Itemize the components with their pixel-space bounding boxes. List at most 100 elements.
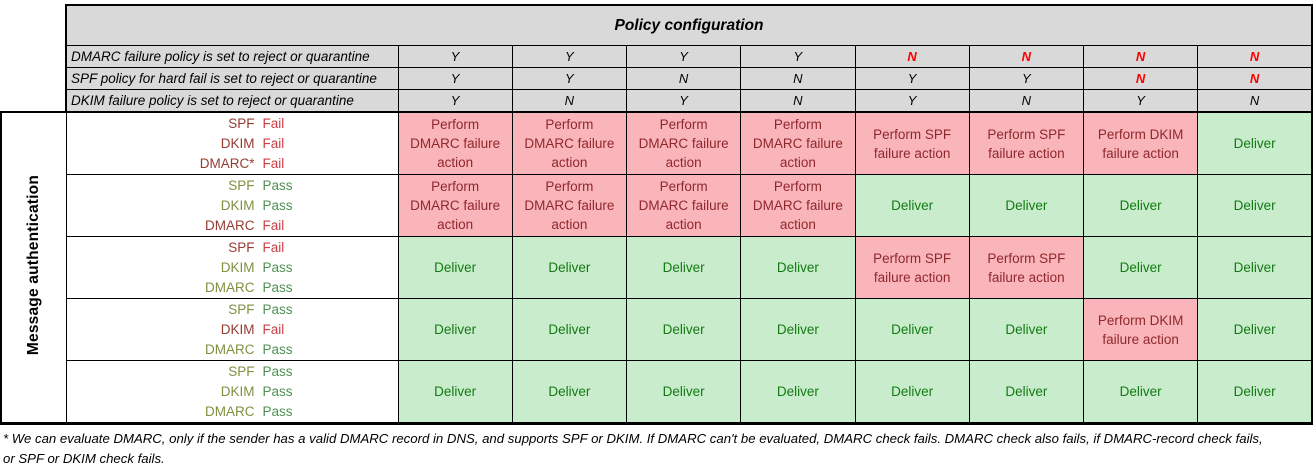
row-checks-label: SPF Pass DKIM Pass DMARC Fail <box>65 174 399 237</box>
footnote: * We can evaluate DMARC, only if the sen… <box>0 425 1316 469</box>
check-name: DMARC <box>205 403 255 419</box>
outcome-cell: Deliver <box>511 298 628 361</box>
outcome-cell: Deliver <box>968 360 1085 425</box>
policy-value-cell: Y <box>625 45 742 68</box>
axis-label: Message authentication <box>24 174 42 356</box>
outcome-cell: Deliver <box>1197 174 1314 237</box>
policy-value-cell: Y <box>854 67 970 90</box>
corner-spacer <box>1 5 66 112</box>
policy-value-cell: N <box>1082 45 1199 68</box>
check-result: Fail <box>262 155 285 171</box>
check-result: Pass <box>262 403 293 419</box>
outcome-cell: Deliver <box>1082 236 1199 299</box>
policy-value-cell: Y <box>968 67 1085 90</box>
outcome-cell: Perform SPF failure action <box>854 111 970 175</box>
outcome-cell: Deliver <box>968 298 1085 361</box>
outcome-cell: Deliver <box>1082 174 1199 237</box>
check-name: DKIM <box>220 321 255 337</box>
policy-value-cell: Y <box>625 89 742 113</box>
outcome-cell: Deliver <box>854 298 970 361</box>
check-name: DKIM <box>220 135 255 151</box>
outcome-cell: Deliver <box>1197 111 1314 175</box>
outcome-cell: Deliver <box>397 360 513 425</box>
outcome-cell: Deliver <box>625 236 742 299</box>
check-result: Pass <box>262 177 293 193</box>
outcome-cell: Deliver <box>397 298 513 361</box>
check-result: Pass <box>262 383 293 399</box>
outcome-cell: Perform DMARC failure action <box>740 174 856 237</box>
outcome-cell: Perform DKIM failure action <box>1082 111 1199 175</box>
row-checks-label: SPF Fail DKIM Pass DMARC Pass <box>65 236 399 299</box>
row-checks-label: SPF Pass DKIM Pass DMARC Pass <box>65 360 399 425</box>
policy-value-cell: N <box>968 89 1085 113</box>
outcome-cell: Deliver <box>625 298 742 361</box>
outcome-cell: Perform SPF failure action <box>968 236 1085 299</box>
check-name: SPF <box>228 177 255 193</box>
outcome-cell: Perform SPF failure action <box>854 236 970 299</box>
outcome-cell: Perform DMARC failure action <box>511 174 628 237</box>
outcome-cell: Perform SPF failure action <box>968 111 1085 175</box>
policy-value-cell: N <box>1197 45 1314 68</box>
outcome-cell: Deliver <box>625 360 742 425</box>
outcome-cell: Deliver <box>740 360 856 425</box>
row-checks-label: SPF Fail DKIM Fail DMARC* Fail <box>65 111 399 175</box>
policy-value-cell: Y <box>397 67 513 90</box>
outcome-cell: Deliver <box>740 298 856 361</box>
footnote-line-1: * We can evaluate DMARC, only if the sen… <box>3 431 1263 446</box>
check-result: Pass <box>262 279 293 295</box>
outcome-cell: Perform DMARC failure action <box>397 111 513 175</box>
policy-value-cell: N <box>1197 67 1314 90</box>
check-result: Fail <box>262 321 285 337</box>
check-result: Pass <box>262 341 293 357</box>
policy-value-cell: N <box>1082 67 1199 90</box>
check-name: DKIM <box>220 259 255 275</box>
outcome-cell: Deliver <box>511 360 628 425</box>
check-name: DMARC <box>205 279 255 295</box>
outcome-cell: Perform DKIM failure action <box>1082 298 1199 361</box>
policy-row-label-dmarc: DMARC failure policy is set to reject or… <box>65 45 399 68</box>
table-title: Policy configuration <box>65 4 1313 46</box>
outcome-cell: Perform DMARC failure action <box>625 111 742 175</box>
check-result: Fail <box>262 217 285 233</box>
policy-row-label-dkim: DKIM failure policy is set to reject or … <box>65 89 399 113</box>
dmarc-policy-matrix-table: Policy configuration DMARC failure polic… <box>0 4 1314 425</box>
policy-value-cell: N <box>511 89 628 113</box>
policy-value-cell: Y <box>397 45 513 68</box>
outcome-cell: Deliver <box>1197 236 1314 299</box>
check-result: Pass <box>262 301 293 317</box>
outcome-cell: Perform DMARC failure action <box>397 174 513 237</box>
policy-value-cell: N <box>740 67 856 90</box>
policy-value-cell: Y <box>397 89 513 113</box>
check-name: SPF <box>228 239 255 255</box>
outcome-cell: Deliver <box>1197 360 1314 425</box>
check-result: Pass <box>262 259 293 275</box>
outcome-cell: Deliver <box>397 236 513 299</box>
axis-cell: Message authentication <box>0 111 67 425</box>
policy-value-cell: Y <box>1082 89 1199 113</box>
check-name: DMARC <box>205 217 255 233</box>
check-name: SPF <box>228 301 255 317</box>
row-checks-label: SPF Pass DKIM Fail DMARC Pass <box>65 298 399 361</box>
check-result: Fail <box>262 239 285 255</box>
outcome-cell: Perform DMARC failure action <box>625 174 742 237</box>
outcome-cell: Deliver <box>1082 360 1199 425</box>
check-result: Fail <box>262 135 285 151</box>
outcome-cell: Perform DMARC failure action <box>740 111 856 175</box>
check-name: DKIM <box>220 197 255 213</box>
policy-value-cell: Y <box>511 45 628 68</box>
outcome-cell: Deliver <box>854 174 970 237</box>
check-name: DKIM <box>220 383 255 399</box>
outcome-cell: Deliver <box>1197 298 1314 361</box>
policy-value-cell: Y <box>740 45 856 68</box>
policy-value-cell: N <box>740 89 856 113</box>
outcome-cell: Perform DMARC failure action <box>511 111 628 175</box>
policy-value-cell: N <box>625 67 742 90</box>
check-result: Fail <box>262 115 285 131</box>
footnote-line-2: or SPF or DKIM check fails. <box>3 451 165 466</box>
policy-value-cell: N <box>968 45 1085 68</box>
policy-row-label-spf: SPF policy for hard fail is set to rejec… <box>65 67 399 90</box>
check-name: SPF <box>228 363 255 379</box>
check-name: SPF <box>228 115 255 131</box>
check-result: Pass <box>262 363 293 379</box>
check-result: Pass <box>262 197 293 213</box>
